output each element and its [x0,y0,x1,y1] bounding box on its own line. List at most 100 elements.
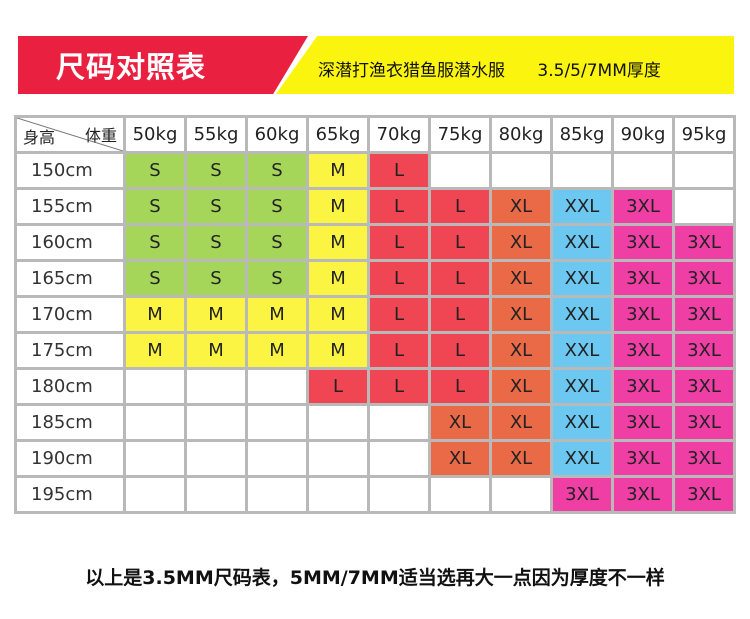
size-cell: L [370,154,428,187]
corner-cell: 体重 身高 [17,118,123,151]
weight-header-cell: 55kg [187,118,245,151]
size-cell: 3XL [614,298,672,331]
size-cell [614,154,672,187]
size-cell [492,154,550,187]
size-cell: 3XL [675,226,733,259]
page-subtitle: 深潜打渔衣猎鱼服潜水服 3.5/5/7MM厚度 [318,61,661,81]
weight-header-cell: 70kg [370,118,428,151]
size-cell: M [309,298,367,331]
height-header-cell: 195cm [17,478,123,511]
size-cell: 3XL [675,370,733,403]
size-cell: L [370,262,428,295]
size-cell: 3XL [553,478,611,511]
size-cell: L [431,370,489,403]
height-header-cell: 150cm [17,154,123,187]
size-cell: L [370,190,428,223]
size-cell: L [431,334,489,367]
weight-header-cell: 60kg [248,118,306,151]
size-cell: S [187,262,245,295]
size-cell: 3XL [675,478,733,511]
height-header-cell: 170cm [17,298,123,331]
size-cell: L [370,334,428,367]
size-cell: XL [492,442,550,475]
size-cell: XXL [553,298,611,331]
size-cell: L [370,298,428,331]
weight-axis-label: 体重 [84,126,117,145]
table-row: 150cm S S S M L [17,154,733,187]
size-cell: XL [431,406,489,439]
size-cell: XL [492,298,550,331]
size-cell [309,478,367,511]
footer-note: 以上是3.5MM尺码表，5MM/7MM适当选再大一点因为厚度不一样 [85,567,665,589]
size-cell: 3XL [614,334,672,367]
size-cell: S [248,226,306,259]
table-row: 195cm 3XL 3XL 3XL [17,478,733,511]
size-cell [675,190,733,223]
size-cell [248,406,306,439]
weight-header-cell: 75kg [431,118,489,151]
size-cell [248,478,306,511]
size-cell: S [126,154,184,187]
height-header-cell: 155cm [17,190,123,223]
size-cell: M [309,334,367,367]
size-cell [309,406,367,439]
table-row: 170cm M M M M L L XL XXL 3XL 3XL [17,298,733,331]
size-cell: XXL [553,334,611,367]
weight-header-cell: 95kg [675,118,733,151]
size-cell: S [126,262,184,295]
size-chart-table: 体重 身高 50kg 55kg 60kg 65kg 70kg 75kg 80kg 85kg 90… [14,115,736,514]
size-cell: XXL [553,226,611,259]
size-cell: L [431,190,489,223]
table-row: 180cm L L L XL XXL 3XL 3XL [17,370,733,403]
size-cell: M [248,298,306,331]
size-cell [126,406,184,439]
height-axis-label: 身高 [23,128,56,147]
size-cell: S [248,190,306,223]
size-cell [187,478,245,511]
subtitle-background [276,36,734,94]
size-cell: XXL [553,442,611,475]
height-header-cell: 185cm [17,406,123,439]
size-cell: M [309,190,367,223]
table-row: 165cm S S S M L L XL XXL 3XL 3XL [17,262,733,295]
height-header-cell: 160cm [17,226,123,259]
size-cell [309,442,367,475]
size-cell: M [187,334,245,367]
page-title: 尺码对照表 [56,50,207,84]
size-cell: 3XL [614,262,672,295]
size-cell [370,406,428,439]
size-cell: XL [492,370,550,403]
size-cell: XL [492,262,550,295]
size-cell: L [431,262,489,295]
size-cell [492,478,550,511]
size-cell: 3XL [675,298,733,331]
size-cell: M [309,226,367,259]
size-cell: XL [492,226,550,259]
height-header-cell: 175cm [17,334,123,367]
size-cell [553,154,611,187]
size-cell: XL [492,190,550,223]
size-cell: 3XL [675,442,733,475]
height-header-cell: 165cm [17,262,123,295]
size-cell: M [309,262,367,295]
size-cell: S [126,226,184,259]
size-cell [248,370,306,403]
table-row: 185cm XL XL XXL 3XL 3XL [17,406,733,439]
size-cell: M [126,298,184,331]
size-cell: XL [492,406,550,439]
height-header-cell: 180cm [17,370,123,403]
size-cell [187,442,245,475]
size-cell: XXL [553,370,611,403]
diagonal-line [17,118,123,151]
size-cell: 3XL [614,406,672,439]
size-cell [370,478,428,511]
size-cell: M [248,334,306,367]
size-cell: 3XL [614,190,672,223]
size-cell: S [248,262,306,295]
size-cell: 3XL [614,478,672,511]
size-cell: S [187,154,245,187]
size-cell: XXL [553,190,611,223]
size-cell: M [309,154,367,187]
size-cell [675,154,733,187]
size-cell: 3XL [614,442,672,475]
